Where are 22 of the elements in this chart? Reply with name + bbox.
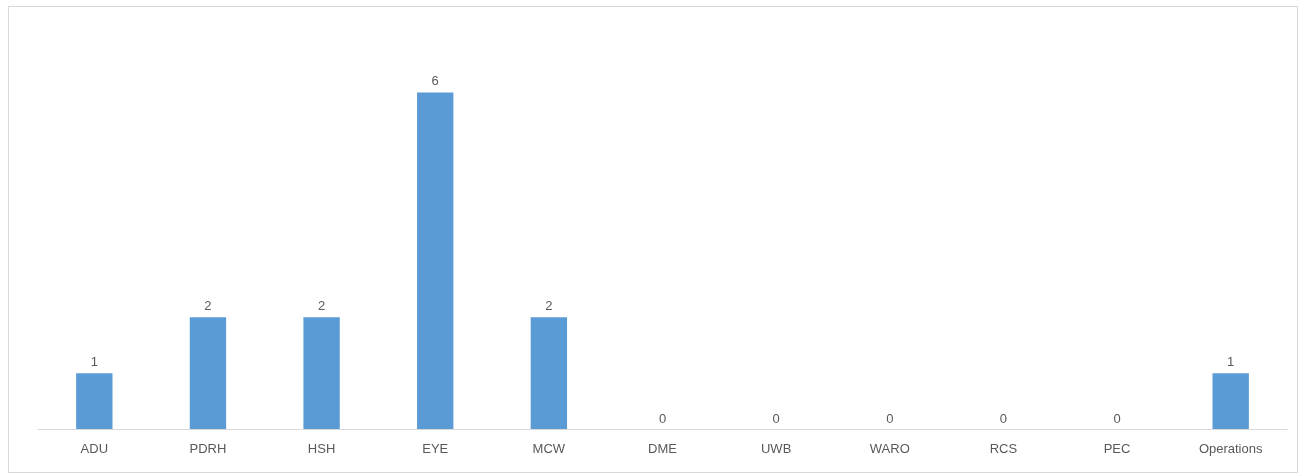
x-tick-label: ADU — [80, 440, 109, 456]
x-tick-label: RCS — [989, 440, 1018, 456]
x-tick-label: HSH — [307, 440, 336, 456]
x-tick-label: PDRH — [189, 440, 227, 456]
data-label: 0 — [658, 410, 667, 426]
x-tick-label: DME — [648, 440, 678, 456]
x-tick-label: PEC — [1103, 440, 1131, 456]
x-tick-label: UWB — [760, 440, 792, 456]
data-label: 1 — [90, 354, 98, 370]
data-label: 0 — [1113, 410, 1121, 426]
x-tick-label: WARO — [869, 440, 910, 456]
data-label: 2 — [545, 298, 553, 314]
data-label: 0 — [886, 410, 894, 426]
x-tick-label: MCW — [532, 440, 566, 456]
x-tick-label: EYE — [422, 440, 449, 456]
data-label: 2 — [204, 298, 212, 314]
data-label: 1 — [1227, 354, 1235, 370]
data-label: 0 — [999, 410, 1008, 426]
data-label: 6 — [431, 73, 439, 89]
data-label: 2 — [317, 298, 326, 314]
x-tick-label: Operations — [1198, 440, 1263, 456]
data-label: 0 — [772, 410, 780, 426]
